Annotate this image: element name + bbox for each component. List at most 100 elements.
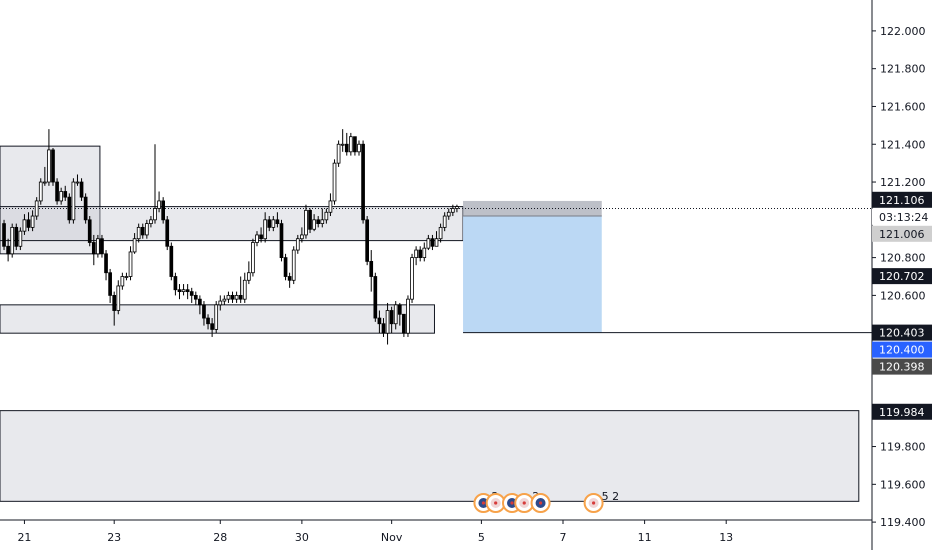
- price-tag[interactable]: 121.106: [872, 191, 932, 208]
- candle-body: [38, 181, 43, 202]
- candle: [422, 242, 427, 262]
- candle: [300, 227, 304, 243]
- candle-body: [100, 238, 104, 255]
- price-axis[interactable]: 122.000 121.800 121.600 121.400 121.200 120.8…: [871, 0, 932, 550]
- candle-body: [365, 219, 370, 262]
- event-marker[interactable]: [530, 493, 551, 513]
- candle-body: [51, 149, 55, 183]
- candle-body: [369, 260, 374, 277]
- candle: [369, 250, 374, 292]
- candle-body: [63, 191, 68, 198]
- time-axis[interactable]: 21 23 28 30 Nov 5 7 11 13: [0, 519, 872, 544]
- candle: [381, 318, 386, 337]
- price-tick-label: 121.800: [880, 63, 926, 76]
- candle: [279, 219, 284, 262]
- candle: [26, 212, 31, 232]
- price-tag[interactable]: 120.403: [872, 324, 932, 341]
- candle: [124, 272, 129, 281]
- candle-body: [357, 143, 361, 153]
- candle-body: [230, 294, 235, 300]
- candle: [198, 295, 202, 315]
- price-tag[interactable]: 120.702: [872, 268, 932, 285]
- candle-body: [124, 276, 129, 278]
- candle: [108, 268, 112, 303]
- candle: [47, 129, 51, 186]
- candle: [291, 246, 296, 285]
- candle-body: [267, 219, 272, 228]
- candle-body: [312, 219, 316, 230]
- candle: [357, 140, 361, 156]
- event-markers-layer: 225 2: [473, 490, 620, 513]
- candle: [348, 132, 353, 156]
- candle: [104, 250, 108, 281]
- candle: [136, 223, 141, 243]
- candle-body: [2, 223, 6, 247]
- stop-loss-area[interactable]: [463, 200, 602, 217]
- candles-layer: [2, 129, 459, 345]
- candle: [181, 284, 186, 296]
- flag-dot-icon: [592, 501, 596, 505]
- candle: [389, 306, 394, 334]
- candle: [397, 302, 402, 326]
- candle: [34, 197, 39, 220]
- candle-body: [353, 136, 357, 153]
- candle-body: [406, 298, 410, 334]
- candle: [385, 302, 390, 345]
- price-tag[interactable]: 120.400: [872, 341, 932, 358]
- candle: [55, 178, 59, 205]
- candle-body: [344, 143, 349, 153]
- candle: [43, 166, 47, 186]
- price-tag[interactable]: 119.984: [872, 403, 932, 420]
- candle: [455, 204, 459, 213]
- candle-body: [83, 196, 88, 221]
- candle: [214, 301, 219, 334]
- candle-body: [112, 294, 117, 311]
- candle: [430, 234, 435, 251]
- candle-body: [149, 219, 153, 225]
- time-tick-label: Nov: [381, 531, 403, 544]
- candle: [193, 291, 198, 305]
- candle: [410, 253, 414, 303]
- candle: [246, 261, 251, 285]
- price-tag[interactable]: 120.398: [872, 358, 932, 375]
- candle-body: [389, 310, 394, 325]
- event-marker[interactable]: [485, 493, 506, 513]
- position-tool[interactable]: [463, 200, 602, 333]
- candle: [238, 276, 243, 303]
- candle: [6, 238, 10, 262]
- candle-body: [210, 323, 214, 330]
- resistance-zone[interactable]: [0, 206, 464, 242]
- candle: [242, 272, 247, 303]
- flag-dot-icon: [522, 501, 526, 505]
- candle: [316, 216, 321, 228]
- price-tick-label: 119.800: [880, 441, 926, 454]
- candle-body: [108, 272, 112, 296]
- candle: [393, 301, 398, 330]
- candle: [30, 210, 35, 232]
- candle: [230, 291, 235, 303]
- candle: [14, 223, 19, 251]
- price-tag[interactable]: 121.006: [872, 225, 932, 242]
- take-profit-area[interactable]: [463, 216, 602, 333]
- candle-body: [226, 294, 231, 300]
- candle: [79, 178, 84, 201]
- candle-body: [189, 291, 194, 296]
- candle: [267, 216, 272, 232]
- candle: [336, 140, 341, 167]
- event-marker[interactable]: 5 2: [583, 490, 620, 513]
- candle: [149, 216, 153, 228]
- countdown-label: 03:13:24: [879, 211, 928, 224]
- demand-zone[interactable]: [0, 410, 860, 502]
- candle-body: [430, 238, 435, 247]
- candle-body: [255, 234, 259, 243]
- candle: [100, 234, 104, 258]
- candle-body: [381, 323, 386, 334]
- candle: [132, 233, 137, 254]
- candle-body: [6, 245, 10, 255]
- candle-body: [30, 215, 35, 228]
- candle: [426, 234, 431, 251]
- candle: [320, 208, 325, 228]
- candle-body: [283, 257, 288, 277]
